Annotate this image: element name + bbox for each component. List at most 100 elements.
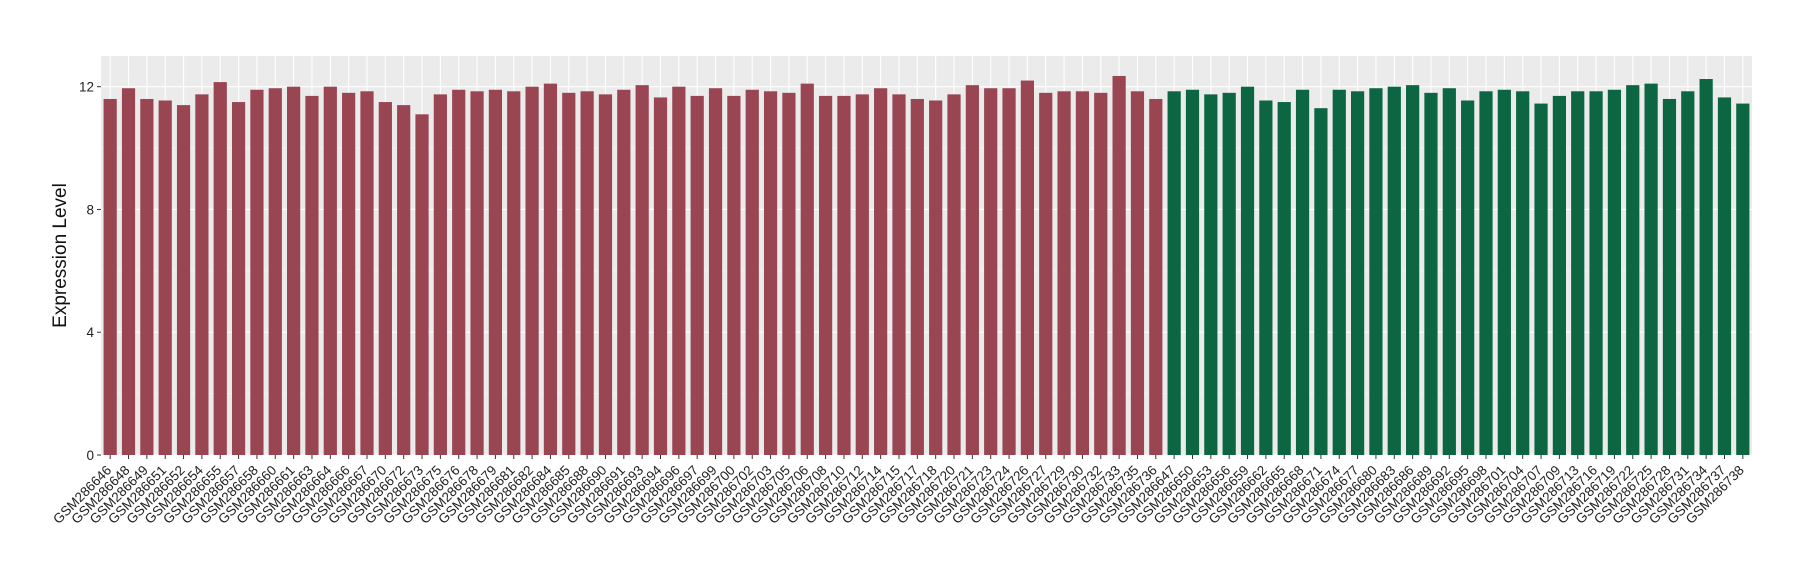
bar-GSM286696: [672, 86, 686, 455]
bar-GSM286704: [1516, 91, 1530, 456]
bar-GSM286720: [947, 94, 961, 455]
bar-GSM286692: [1442, 88, 1456, 455]
bar-GSM286649: [140, 98, 154, 455]
bar-GSM286706: [800, 83, 814, 455]
bar-GSM286712: [855, 94, 869, 455]
bar-GSM286688: [580, 91, 594, 456]
bar-GSM286716: [1589, 91, 1603, 456]
bar-GSM286679: [488, 89, 503, 455]
bar-GSM286714: [874, 88, 888, 455]
bar-GSM286726: [1020, 80, 1034, 456]
bar-GSM286675: [433, 94, 447, 455]
bar-GSM286661: [287, 86, 301, 455]
bar-GSM286700: [727, 95, 741, 456]
bar-GSM286652: [176, 105, 191, 455]
bar-GSM286709: [1552, 95, 1566, 456]
bar-GSM286663: [305, 95, 319, 456]
bar-GSM286715: [892, 94, 906, 455]
bar-GSM286702: [745, 89, 759, 455]
y-axis: 0 4 8 12: [79, 80, 101, 463]
bar-GSM286719: [1607, 89, 1622, 455]
bar-GSM286665: [1277, 102, 1291, 456]
bar-GSM286654: [195, 94, 209, 455]
bar-GSM286738: [1736, 103, 1750, 456]
bar-GSM286735: [1130, 91, 1145, 456]
bar-GSM286698: [1479, 91, 1493, 456]
bar-GSM286670: [378, 102, 392, 456]
bar-GSM286658: [250, 89, 264, 455]
bar-GSM286660: [268, 88, 282, 455]
bar-GSM286734: [1699, 79, 1713, 456]
bar-GSM286656: [1222, 92, 1236, 455]
bar-GSM286678: [470, 91, 484, 456]
y-axis-title: Expression Level: [50, 183, 71, 328]
bar-GSM286689: [1424, 92, 1438, 455]
bar-GSM286667: [360, 91, 374, 456]
bar-GSM286705: [782, 92, 796, 455]
bar-GSM286682: [525, 86, 539, 455]
bar-GSM286685: [562, 92, 576, 455]
bar-GSM286695: [1461, 100, 1475, 455]
bar-GSM286725: [1644, 83, 1658, 455]
bar-GSM286718: [929, 100, 943, 455]
plot-panel: [101, 56, 1752, 455]
bar-GSM286730: [1075, 91, 1090, 456]
bar-GSM286662: [1259, 100, 1273, 455]
bar-GSM286668: [1295, 89, 1310, 455]
y-tick-label: 8: [86, 202, 94, 217]
bar-GSM286703: [763, 91, 778, 456]
bar-GSM286710: [837, 95, 851, 456]
bar-GSM286671: [1314, 108, 1328, 455]
x-axis: GSM286646GSM286648GSM286649GSM286651GSM2…: [50, 455, 1747, 527]
bar-GSM286699: [708, 88, 723, 455]
bar-GSM286728: [1662, 98, 1677, 455]
bar-GSM286672: [397, 105, 411, 455]
bar-GSM286731: [1681, 91, 1695, 456]
bar-GSM286729: [1057, 91, 1071, 456]
y-tick-label: 4: [86, 325, 94, 340]
bar-GSM286646: [103, 98, 117, 455]
bar-GSM286733: [1112, 75, 1126, 455]
bars: [103, 75, 1750, 456]
bar-GSM286722: [1626, 85, 1640, 456]
bar-GSM286693: [635, 85, 649, 456]
bar-GSM286690: [598, 94, 613, 455]
bar-GSM286697: [690, 95, 704, 456]
bar-GSM286694: [653, 97, 668, 455]
y-tick-label: 12: [79, 80, 94, 95]
bar-GSM286684: [543, 83, 558, 455]
bar-GSM286721: [965, 85, 979, 456]
bar-GSM286657: [231, 102, 246, 456]
bar-GSM286674: [1332, 89, 1346, 455]
bar-GSM286686: [1406, 85, 1420, 456]
bar-GSM286681: [507, 91, 521, 456]
bar-GSM286736: [1149, 98, 1163, 455]
bar-GSM286677: [1350, 91, 1365, 456]
bar-GSM286666: [342, 92, 356, 455]
bar-GSM286707: [1534, 103, 1548, 456]
bar-GSM286647: [1167, 91, 1181, 456]
y-tick-label: 0: [86, 448, 94, 463]
bar-GSM286737: [1717, 97, 1732, 455]
bar-GSM286680: [1369, 88, 1383, 455]
bar-GSM286723: [984, 88, 998, 455]
bar-GSM286650: [1185, 89, 1200, 455]
bar-GSM286732: [1094, 92, 1108, 455]
bar-GSM286701: [1497, 89, 1511, 455]
bar-GSM286717: [910, 98, 924, 455]
bar-GSM286648: [121, 88, 136, 455]
bar-GSM286708: [819, 95, 833, 456]
bar-GSM286664: [323, 86, 337, 455]
bar-GSM286676: [452, 89, 466, 455]
bar-GSM286659: [1240, 86, 1255, 455]
bar-GSM286655: [213, 82, 227, 455]
bar-GSM286651: [158, 100, 172, 455]
bar-GSM286683: [1387, 86, 1401, 455]
bar-GSM286713: [1571, 91, 1585, 456]
bar-GSM286691: [617, 89, 631, 455]
bar-GSM286673: [415, 114, 429, 456]
bar-GSM286653: [1204, 94, 1218, 455]
bar-GSM286727: [1039, 92, 1053, 455]
